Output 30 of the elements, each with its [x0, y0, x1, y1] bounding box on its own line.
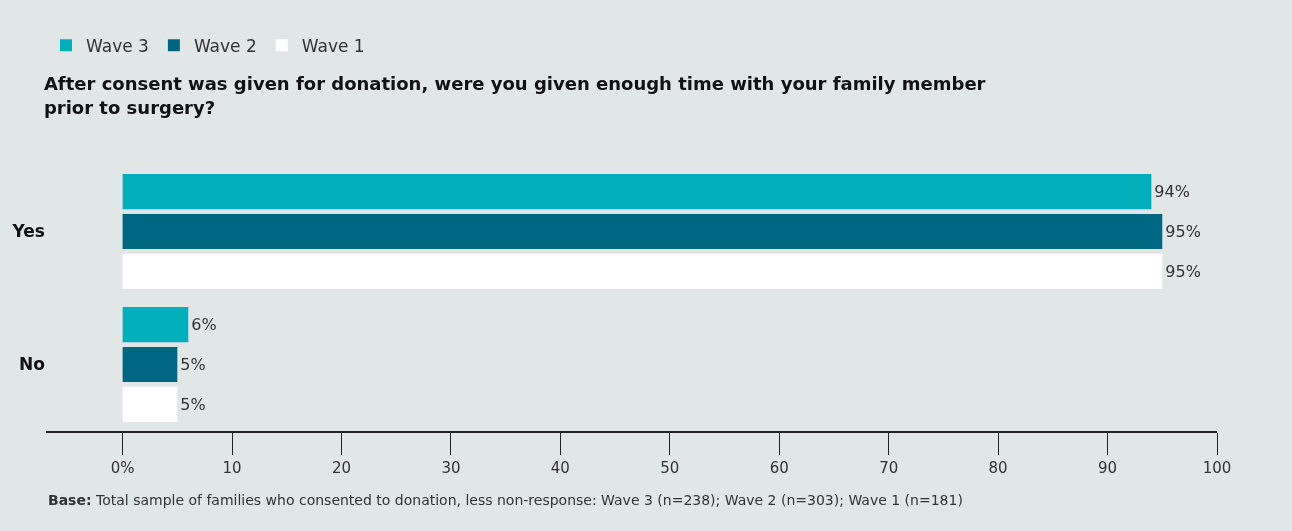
data-label: 6%: [191, 315, 217, 335]
data-label: 95%: [1165, 261, 1201, 281]
x-tick-label: 50: [660, 459, 680, 477]
data-label: 95%: [1165, 222, 1201, 241]
data-label: 5%: [180, 355, 206, 374]
bar: [122, 386, 178, 422]
x-tick-label: 90: [1098, 459, 1118, 477]
chart-title: After consent was given for donation, were you given enough time with your family member prior to surgery?: [43, 73, 986, 118]
x-tick-label: 60: [769, 459, 789, 477]
bar: [122, 213, 1163, 250]
x-tick-label: 40: [550, 459, 570, 477]
text: Base: Total sample of families who consented to donation, less non-response: Wave 3 (n=238); Wave 2 (n=303); Wave 1 (n=181): [48, 492, 963, 508]
bar: [122, 174, 1152, 210]
x-tick-label: 100: [1202, 459, 1232, 477]
legend-label: Wave 2: [193, 35, 257, 56]
data-label: 5%: [180, 394, 206, 414]
x-tick-label: 0%: [110, 459, 135, 477]
legend-label: Wave 3: [86, 35, 149, 56]
legend-label: Wave 1: [301, 35, 365, 56]
x-tick-label: 80: [988, 459, 1008, 477]
y-tick-label: Yes: [11, 221, 45, 242]
x-tick-label: 20: [331, 459, 352, 477]
data-label: 94%: [1154, 182, 1190, 202]
bar: [122, 307, 189, 343]
y-tick-label: No: [19, 354, 45, 375]
bar: [122, 346, 178, 383]
x-tick-label: 70: [879, 459, 899, 477]
bar: [122, 253, 1163, 289]
x-tick-label: 30: [441, 459, 461, 477]
x-tick-label: 10: [222, 459, 242, 477]
